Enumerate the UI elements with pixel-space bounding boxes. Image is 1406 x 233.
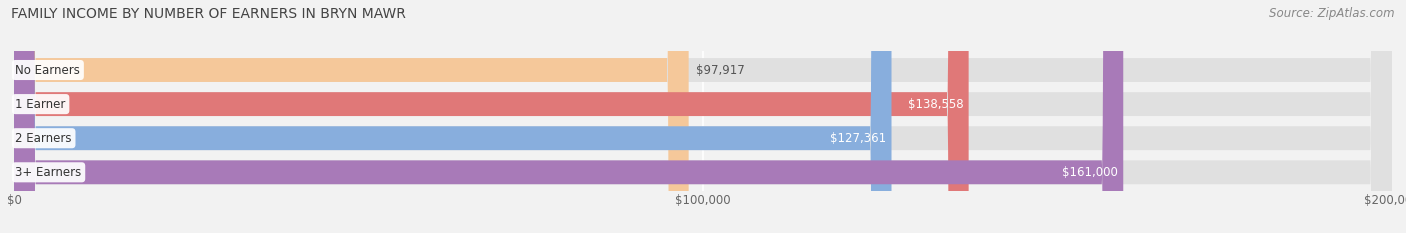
Text: No Earners: No Earners [15,64,80,76]
Text: FAMILY INCOME BY NUMBER OF EARNERS IN BRYN MAWR: FAMILY INCOME BY NUMBER OF EARNERS IN BR… [11,7,406,21]
Text: 2 Earners: 2 Earners [15,132,72,145]
FancyBboxPatch shape [14,0,1392,233]
FancyBboxPatch shape [14,0,1123,233]
FancyBboxPatch shape [14,0,969,233]
Text: $138,558: $138,558 [907,98,963,111]
Text: $161,000: $161,000 [1062,166,1118,179]
FancyBboxPatch shape [14,0,891,233]
FancyBboxPatch shape [14,0,1392,233]
Text: $127,361: $127,361 [830,132,886,145]
Text: Source: ZipAtlas.com: Source: ZipAtlas.com [1270,7,1395,20]
FancyBboxPatch shape [14,0,1392,233]
FancyBboxPatch shape [14,0,1392,233]
Text: $97,917: $97,917 [696,64,744,76]
Text: 3+ Earners: 3+ Earners [15,166,82,179]
FancyBboxPatch shape [14,0,689,233]
Text: 1 Earner: 1 Earner [15,98,66,111]
